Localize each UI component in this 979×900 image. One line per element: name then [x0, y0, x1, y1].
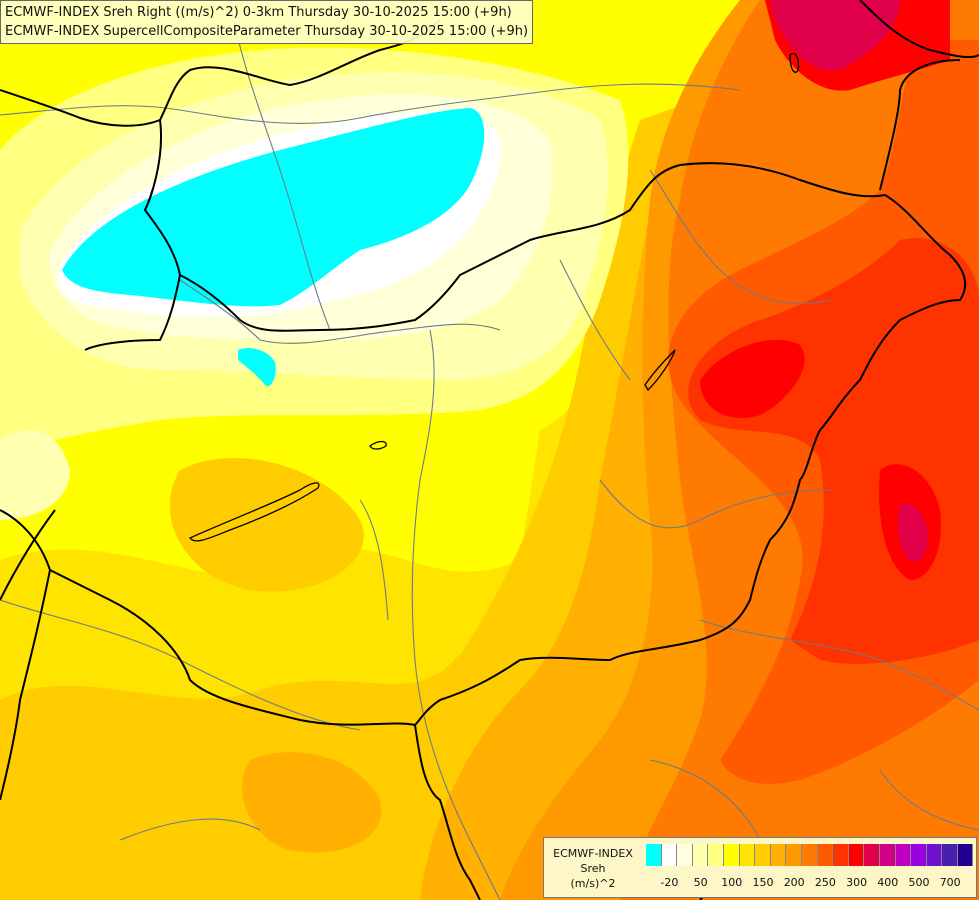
legend-swatch — [864, 844, 880, 866]
map-title-box: ECMWF-INDEX Sreh Right ((m/s)^2) 0-3km T… — [0, 0, 534, 44]
legend-swatch — [911, 844, 927, 866]
legend-swatches — [646, 844, 974, 866]
map-title-line-1: ECMWF-INDEX Sreh Right ((m/s)^2) 0-3km T… — [5, 5, 512, 20]
legend-model: ECMWF-INDEX — [553, 847, 633, 860]
legend-tick-label: 50 — [693, 876, 708, 889]
legend-tick-label: 500 — [908, 876, 930, 889]
legend-swatch — [723, 844, 740, 866]
legend-tick-label: 300 — [846, 876, 868, 889]
sreh-negative-zone — [62, 108, 485, 307]
sreh-zone-200-patch — [169, 458, 364, 592]
legend-swatch — [646, 844, 662, 866]
legend-swatch — [739, 844, 756, 866]
legend-swatch — [957, 844, 974, 866]
legend-label: ECMWF-INDEX Sreh (m/s)^2 — [548, 846, 638, 891]
color-legend: ECMWF-INDEX Sreh (m/s)^2 -20 50 100 150 200 2… — [543, 837, 977, 898]
legend-tick-label: 250 — [814, 876, 836, 889]
legend-swatch — [677, 844, 693, 866]
legend-swatch — [692, 844, 709, 866]
legend-tick-label: 200 — [783, 876, 805, 889]
legend-tick-label: 100 — [721, 876, 743, 889]
legend-swatch — [770, 844, 787, 866]
legend-swatch — [942, 844, 958, 866]
legend-swatch — [661, 844, 678, 866]
legend-tick-label: 400 — [877, 876, 899, 889]
legend-tick-label: 700 — [939, 876, 961, 889]
sreh-zone-50-west — [0, 430, 70, 520]
legend-swatch — [708, 844, 724, 866]
legend-swatch — [895, 844, 912, 866]
legend-tick-label: -20 — [660, 876, 679, 889]
map-title-line-2: ECMWF-INDEX SupercellCompositeParameter … — [5, 24, 529, 39]
legend-swatch — [755, 844, 771, 866]
legend-unit: (m/s)^2 — [570, 877, 616, 890]
sreh-zone-250-patch — [242, 752, 382, 853]
legend-swatch — [848, 844, 865, 866]
sreh-negative-patch — [238, 348, 276, 387]
legend-swatch — [879, 844, 896, 866]
legend-swatch — [801, 844, 818, 866]
legend-swatch — [786, 844, 802, 866]
legend-swatch — [833, 844, 849, 866]
sreh-peak-east — [897, 503, 928, 561]
legend-variable: Sreh — [580, 862, 606, 875]
legend-tick-label: 150 — [752, 876, 774, 889]
sreh-peak-north — [770, 0, 900, 71]
legend-swatch — [817, 844, 834, 866]
legend-ticks: -20 50 100 150 200 250 300 400 500 700 — [646, 876, 972, 890]
legend-swatch — [926, 844, 943, 866]
balaton-lake — [189, 482, 320, 542]
sreh-max-core-central — [700, 339, 805, 419]
lakes — [189, 52, 800, 542]
